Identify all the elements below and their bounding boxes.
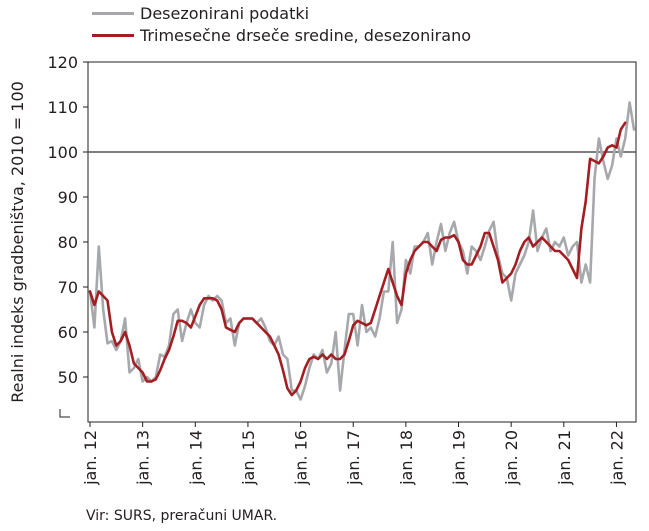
y-tick-label-60: 60 [58,323,78,342]
y-tick-label-90: 90 [58,188,78,207]
x-tick-label-5: jan. 17 [344,430,363,486]
source-note: Vir: SURS, preračuni UMAR. [86,508,278,524]
legend: Desezonirani podatki Trimesečne drseče s… [92,2,471,46]
legend-swatch-gray [92,11,134,15]
y-tick-label-70: 70 [58,278,78,297]
legend-item-1: Desezonirani podatki [92,2,471,24]
y-tick-label-120: 120 [47,53,78,72]
x-tick-label-8: jan. 20 [502,430,521,486]
x-tick-label-3: jan. 15 [239,430,258,486]
legend-label-2: Trimesečne drseče sredine, desezonirano [140,25,471,45]
x-tick-label-0: jan. 12 [81,430,100,486]
x-tick-label-1: jan. 13 [134,430,153,486]
series-line-desezonirani [88,101,636,401]
x-tick-label-2: jan. 14 [186,430,205,486]
x-tick-label-4: jan. 16 [292,430,311,486]
axis-break-mark [59,409,70,418]
y-tick-label-80: 80 [58,233,78,252]
y-axis-title: Realni indeks gradbeništva, 2010 = 100 [8,81,27,403]
y-tick-label-110: 110 [47,98,78,117]
x-tick-label-10: jan. 22 [607,430,626,486]
y-tick-label-100: 100 [47,143,78,162]
series-line-drsece-sredine [88,121,627,397]
x-tick-label-6: jan. 18 [397,430,416,486]
y-tick-label-50: 50 [58,368,78,387]
legend-swatch-red [92,33,134,37]
x-tick-label-7: jan. 19 [450,430,469,486]
legend-item-2: Trimesečne drseče sredine, desezonirano [92,24,471,46]
legend-label-1: Desezonirani podatki [140,3,310,23]
x-tick-label-9: jan. 21 [555,430,574,486]
